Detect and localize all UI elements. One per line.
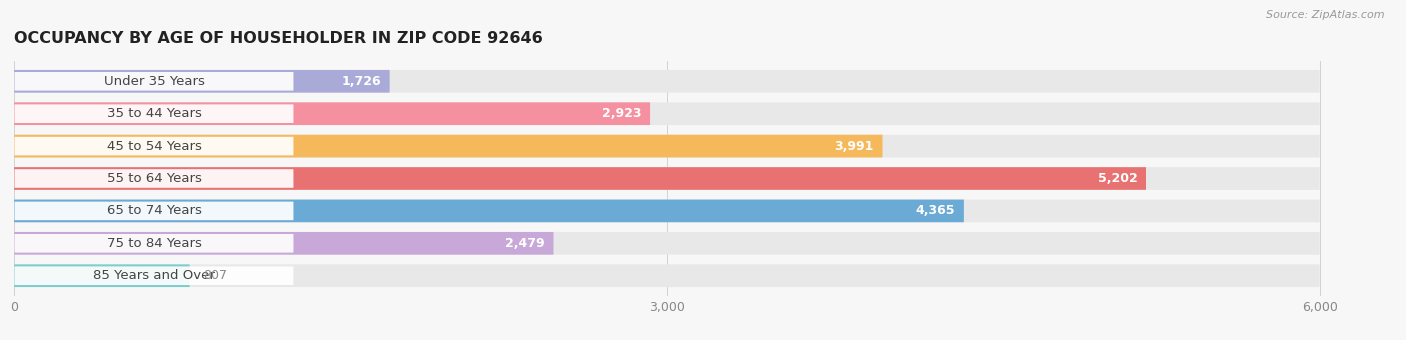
FancyBboxPatch shape [14, 265, 1320, 287]
FancyBboxPatch shape [14, 167, 1146, 190]
Text: 55 to 64 Years: 55 to 64 Years [107, 172, 202, 185]
Text: 807: 807 [202, 269, 226, 282]
FancyBboxPatch shape [14, 102, 1320, 125]
Text: 2,923: 2,923 [602, 107, 641, 120]
FancyBboxPatch shape [14, 135, 1320, 157]
FancyBboxPatch shape [14, 70, 1320, 92]
FancyBboxPatch shape [14, 265, 190, 287]
FancyBboxPatch shape [14, 234, 294, 253]
Text: Under 35 Years: Under 35 Years [104, 75, 205, 88]
FancyBboxPatch shape [14, 267, 294, 285]
FancyBboxPatch shape [14, 202, 294, 220]
Text: 75 to 84 Years: 75 to 84 Years [107, 237, 202, 250]
FancyBboxPatch shape [14, 72, 294, 90]
Text: 4,365: 4,365 [915, 204, 955, 217]
FancyBboxPatch shape [14, 102, 650, 125]
FancyBboxPatch shape [14, 104, 294, 123]
FancyBboxPatch shape [14, 169, 294, 188]
Text: 1,726: 1,726 [342, 75, 381, 88]
Text: 45 to 54 Years: 45 to 54 Years [107, 140, 202, 153]
FancyBboxPatch shape [14, 232, 554, 255]
Text: 2,479: 2,479 [505, 237, 544, 250]
FancyBboxPatch shape [14, 167, 1320, 190]
Text: 3,991: 3,991 [834, 140, 873, 153]
FancyBboxPatch shape [14, 232, 1320, 255]
Text: 85 Years and Over: 85 Years and Over [93, 269, 215, 282]
FancyBboxPatch shape [14, 137, 294, 155]
FancyBboxPatch shape [14, 70, 389, 92]
Text: 65 to 74 Years: 65 to 74 Years [107, 204, 202, 217]
Text: 5,202: 5,202 [1098, 172, 1137, 185]
Text: Source: ZipAtlas.com: Source: ZipAtlas.com [1267, 10, 1385, 20]
FancyBboxPatch shape [14, 200, 1320, 222]
FancyBboxPatch shape [14, 135, 883, 157]
Text: 35 to 44 Years: 35 to 44 Years [107, 107, 202, 120]
Text: OCCUPANCY BY AGE OF HOUSEHOLDER IN ZIP CODE 92646: OCCUPANCY BY AGE OF HOUSEHOLDER IN ZIP C… [14, 31, 543, 46]
FancyBboxPatch shape [14, 200, 965, 222]
